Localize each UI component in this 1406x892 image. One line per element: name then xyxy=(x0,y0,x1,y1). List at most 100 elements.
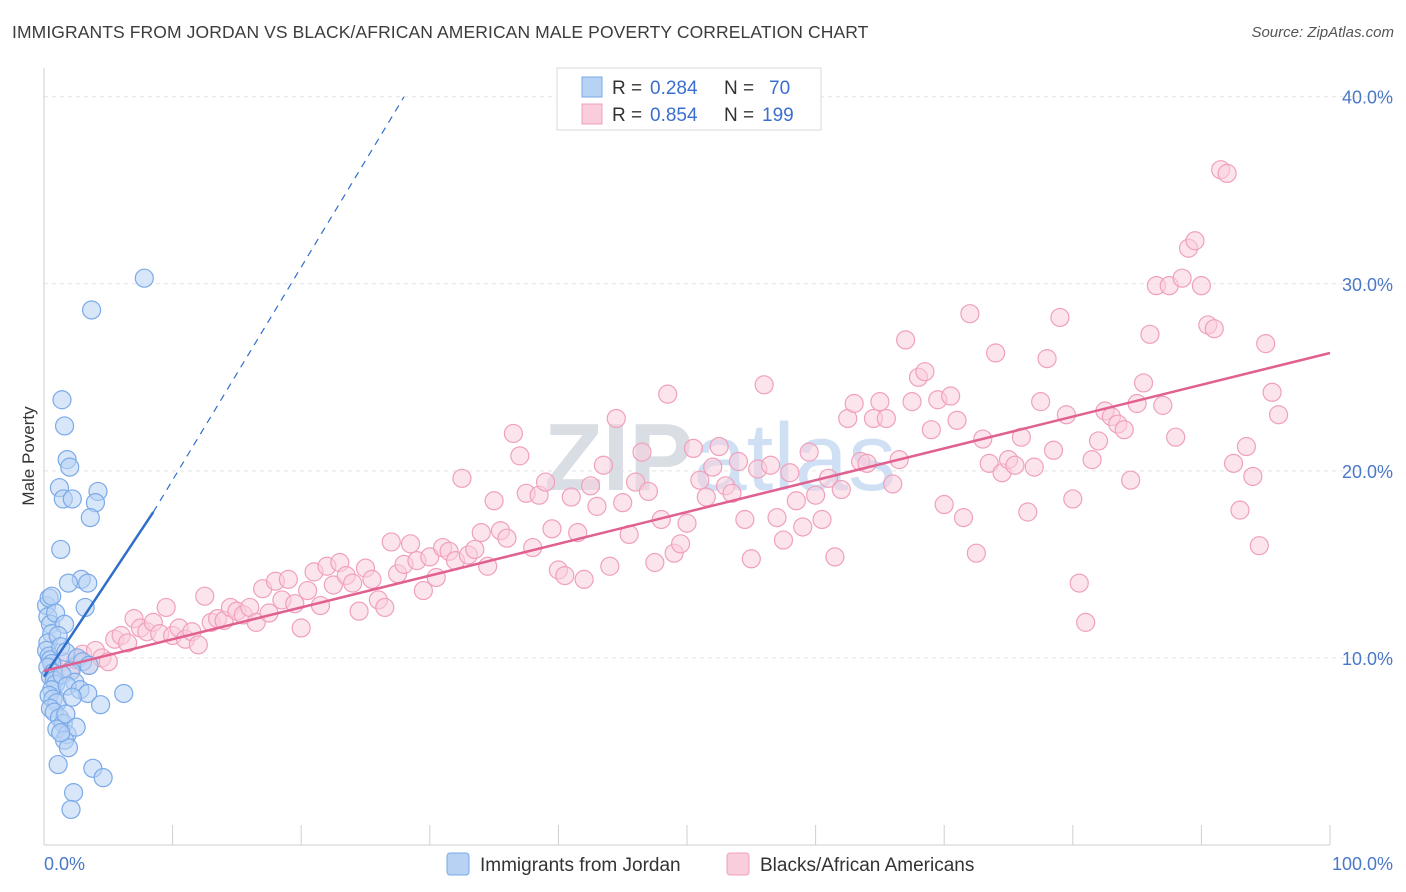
stats-legend: R = 0.284 N = 70 R = 0.854 N = 199 xyxy=(556,67,822,131)
blacks-point-151 xyxy=(1018,502,1038,522)
jordan-point-48 xyxy=(42,586,62,606)
blacks-point-100 xyxy=(690,470,710,490)
jordan-point-65 xyxy=(62,687,82,707)
blacks-point-57 xyxy=(413,580,433,601)
blacks-point-178 xyxy=(1191,276,1212,296)
blacks-point-66 xyxy=(471,522,491,543)
blacks-point-22 xyxy=(188,635,208,655)
jordan-point-34 xyxy=(52,390,72,410)
x-tick-label-min: 0.0% xyxy=(44,854,85,874)
blacks-point-80 xyxy=(561,487,581,507)
blacks-point-139 xyxy=(941,386,961,406)
blacks-point-155 xyxy=(1043,440,1064,460)
blacks-point-149 xyxy=(1005,455,1025,475)
blacks-point-186 xyxy=(1243,466,1263,487)
blacks-point-190 xyxy=(1268,405,1289,425)
blacks-point-105 xyxy=(722,483,742,503)
blacks-point-160 xyxy=(1076,612,1096,632)
chart-source: Source: ZipAtlas.com xyxy=(1251,24,1394,41)
blacks-point-79 xyxy=(555,566,575,586)
blacks-point-55 xyxy=(400,534,421,554)
legend-n-value-blacks: 199 xyxy=(762,105,794,126)
jordan-point-66 xyxy=(90,695,111,715)
blacks-point-97 xyxy=(670,534,691,554)
blacks-point-93 xyxy=(645,552,665,573)
jordan-point-43 xyxy=(80,508,100,528)
blacks-point-110 xyxy=(754,375,774,395)
jordan-point-26 xyxy=(58,738,79,758)
blacks-point-47 xyxy=(349,601,369,621)
blacks-point-119 xyxy=(812,509,832,530)
series-legend: Immigrants from Jordan Blacks/African Am… xyxy=(446,852,974,876)
blacks-point-36 xyxy=(278,569,298,589)
legend-n-value-jordan: 70 xyxy=(769,78,790,99)
blacks-point-91 xyxy=(632,442,652,462)
blacks-point-51 xyxy=(375,597,395,618)
blacks-point-71 xyxy=(503,423,523,444)
blacks-point-72 xyxy=(510,446,530,466)
blacks-point-172 xyxy=(1153,395,1173,415)
jordan-point-35 xyxy=(54,416,75,436)
blacks-point-140 xyxy=(947,410,967,430)
blacks-point-92 xyxy=(638,481,659,502)
blacks-point-63 xyxy=(452,468,472,488)
blacks-point-114 xyxy=(780,463,800,483)
jordan-point-46 xyxy=(58,573,79,593)
blacks-point-41 xyxy=(310,595,331,616)
blacks-point-102 xyxy=(703,457,723,477)
blacks-point-136 xyxy=(921,420,941,440)
blacks-point-107 xyxy=(735,509,755,530)
blacks-point-118 xyxy=(805,485,826,505)
gridlines xyxy=(44,96,1394,659)
blacks-point-99 xyxy=(683,438,704,459)
blacks-point-161 xyxy=(1082,450,1102,470)
blacks-point-88 xyxy=(613,493,633,513)
blacks-point-117 xyxy=(799,442,819,462)
blacks-point-174 xyxy=(1166,427,1186,447)
legend-r-value-jordan: 0.284 xyxy=(650,78,698,99)
blacks-point-70 xyxy=(497,528,517,548)
blacks-point-154 xyxy=(1037,349,1057,369)
y-tick-label-30: 30.0% xyxy=(1342,275,1393,295)
blacks-point-38 xyxy=(291,618,311,638)
blacks-point-156 xyxy=(1050,307,1070,328)
blacks-point-23 xyxy=(195,586,215,606)
blacks-point-183 xyxy=(1223,453,1244,473)
blacks-point-122 xyxy=(831,479,851,500)
blacks-point-111 xyxy=(760,455,781,475)
blacks-point-95 xyxy=(658,384,678,404)
y-tick-label-10: 10.0% xyxy=(1342,649,1393,669)
blacks-point-135 xyxy=(915,362,935,382)
blacks-point-77 xyxy=(542,519,562,539)
blacks-point-113 xyxy=(773,530,794,550)
blacks-point-68 xyxy=(484,491,504,511)
jordan-point-31 xyxy=(61,799,81,820)
blacks-point-130 xyxy=(883,474,903,494)
blacks-point-65 xyxy=(465,539,485,560)
blacks-point-85 xyxy=(593,455,614,475)
blacks-point-175 xyxy=(1172,268,1192,288)
blacks-point-106 xyxy=(728,451,749,472)
series-blacks-points xyxy=(44,160,1289,681)
jordan-point-69 xyxy=(51,723,71,743)
trend-jordan-extrapolated xyxy=(152,96,405,513)
blacks-point-52 xyxy=(381,532,401,552)
trend-jordan xyxy=(42,511,155,678)
blacks-point-87 xyxy=(606,408,626,429)
blacks-point-152 xyxy=(1024,457,1044,477)
blacks-point-11 xyxy=(117,633,138,653)
blacks-point-83 xyxy=(580,476,601,496)
blacks-point-124 xyxy=(844,393,864,414)
blacks-point-133 xyxy=(902,392,922,412)
blacks-point-129 xyxy=(876,408,896,429)
jordan-point-41 xyxy=(62,489,82,509)
blacks-point-58 xyxy=(420,547,440,567)
blacks-point-39 xyxy=(298,580,318,601)
y-tick-label-40: 40.0% xyxy=(1342,88,1393,108)
legend-swatch-jordan xyxy=(581,76,603,98)
trend-lines xyxy=(42,96,1331,678)
blacks-point-166 xyxy=(1114,420,1134,440)
blacks-point-185 xyxy=(1236,436,1257,457)
blacks-point-132 xyxy=(896,330,916,350)
